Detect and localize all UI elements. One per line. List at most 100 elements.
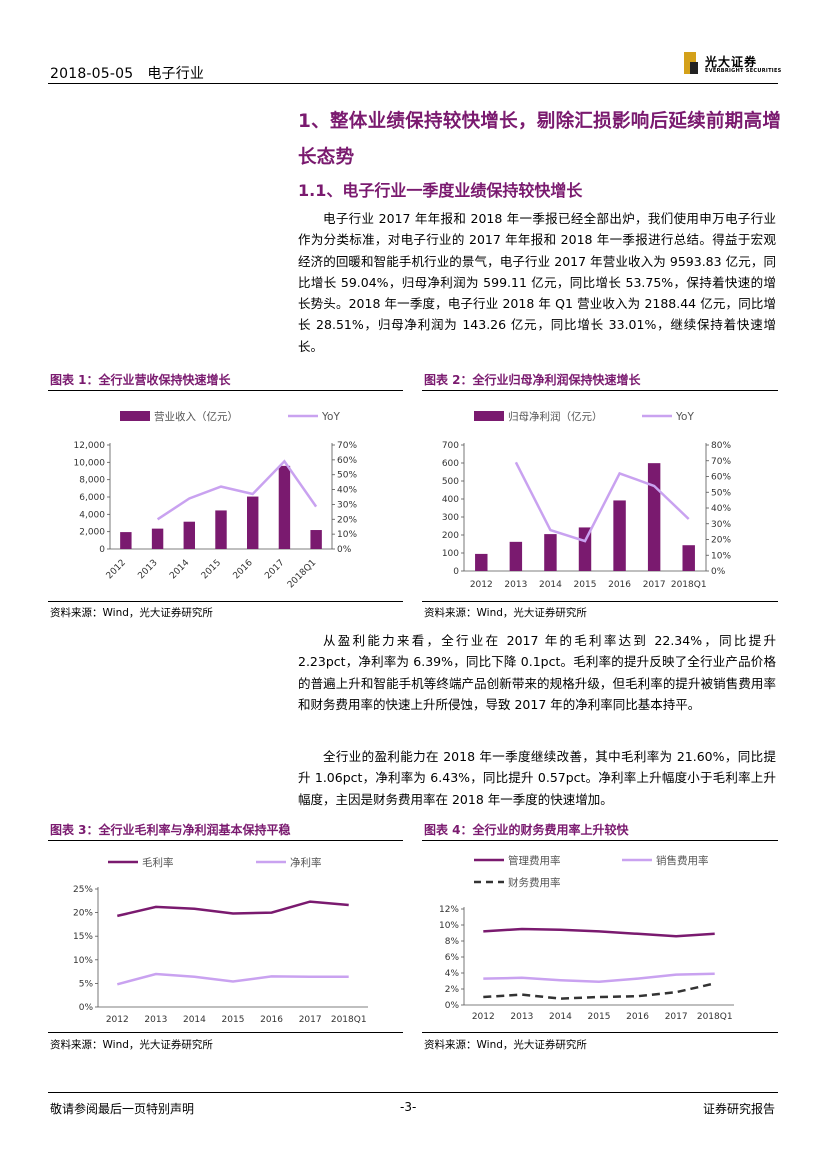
fig2-left-tick-label: 600: [442, 459, 459, 469]
figure-2-source: 资料来源：Wind，光大证券研究所: [424, 607, 587, 619]
fig1-right-tick-label: 0%: [337, 545, 352, 555]
fig2-left-tick-label: 0: [453, 567, 459, 577]
fig2-category-label: 2014: [539, 580, 562, 590]
figure-3-source: 资料来源：Wind，光大证券研究所: [50, 1039, 213, 1051]
fig2-bar: [682, 545, 695, 571]
fig1-series-line: [156, 459, 318, 521]
fig2-left-tick-label: 500: [442, 477, 459, 487]
paragraph-3: 全行业的盈利能力在 2018 年一季度继续改善，其中毛利率为 21.60%，同比…: [298, 746, 776, 810]
fig2-bar: [613, 500, 626, 571]
fig4-legend-label: 管理费用率: [508, 854, 561, 867]
fig1-legend-label: YoY: [321, 411, 340, 423]
fig1-category-label: 2012: [105, 558, 128, 581]
figure-4-title: 图表 4：全行业的财务费用率上升较快: [424, 823, 629, 837]
fig1-category-label: 2015: [200, 558, 223, 581]
figure-2-chart: 0 100 200 300 400 500 600 700 0% 10% 20% 30% 40% 50% 6…: [442, 410, 732, 590]
fig2-bar: [578, 527, 592, 571]
fig2-category-label: 2015: [574, 580, 597, 590]
fig1-right-tick-label: 60%: [337, 456, 357, 466]
figure-1-title: 图表 1：全行业营收保持快速增长: [50, 373, 231, 387]
figure-4-title-rule: [422, 840, 778, 841]
fig2-right-tick-label: 30%: [711, 520, 731, 530]
fig4-category-label: 2013: [510, 1012, 533, 1022]
fig1-bar: [247, 496, 259, 549]
fig1-right-tick-label: 40%: [337, 486, 357, 496]
paragraph-3-text: 全行业的盈利能力在 2018 年一季度继续改善，其中毛利率为 21.60%，同比…: [298, 749, 776, 807]
fig1-bar: [215, 510, 227, 549]
footer-report-type: 证券研究报告: [703, 1102, 776, 1116]
fig3-category-label: 2016: [260, 1015, 283, 1025]
fig3-category-label: 2017: [299, 1015, 322, 1025]
fig2-legend-label: YoY: [675, 411, 694, 423]
fig4-category-label: 2012: [472, 1012, 495, 1022]
fig4-category-label: 2016: [626, 1012, 649, 1022]
fig3-left-tick-label: 15%: [73, 932, 93, 942]
fig4-left-tick-label: 8%: [445, 937, 460, 947]
figure-4-chart: 0% 2% 4% 6% 8% 10% 12% 2012 2013 2014 2015 2016 2017…: [439, 854, 734, 1022]
fig1-legend-swatch: [120, 411, 150, 421]
figure-1-bottom-rule: [48, 601, 403, 602]
fig1-right-tick-label: 50%: [337, 471, 357, 481]
paragraph-2: 从盈利能力来看，全行业在 2017 年的毛利率达到 22.34%，同比提升 2.…: [298, 630, 776, 715]
fig4-category-label: 2015: [588, 1012, 611, 1022]
fig1-bar: [310, 530, 322, 549]
fig3-left-tick-label: 20%: [73, 909, 93, 919]
report-date: 2018-05-05: [50, 66, 134, 82]
fig1-left-tick-label: 10,000: [74, 458, 106, 468]
logo-mark-shadow: [690, 62, 698, 74]
fig1-bar: [278, 465, 291, 549]
figure-2-title-rule: [422, 390, 778, 391]
fig1-left-tick-label: 12,000: [74, 441, 106, 451]
section-heading: 1、整体业绩保持较快增长，剔除汇损影响后延续前期高增长态势: [298, 111, 782, 168]
logo-text-cn: 光大证券: [705, 55, 758, 69]
fig2-right-tick-label: 10%: [711, 551, 731, 561]
fig1-category-label: 2014: [168, 558, 191, 581]
fig2-category-label: 2012: [470, 580, 493, 590]
fig2-right-tick-label: 40%: [711, 504, 731, 514]
figure-4-source: 资料来源：Wind，光大证券研究所: [424, 1039, 587, 1051]
fig2-right-tick-label: 70%: [711, 457, 731, 467]
fig4-left-tick-label: 2%: [445, 985, 460, 995]
fig3-legend-label: 净利率: [290, 856, 322, 869]
logo-text-en: EVERBRIGHT SECURITIES: [705, 68, 782, 74]
fig1-bar: [120, 532, 132, 549]
fig1-left-tick-label: 6,000: [79, 493, 105, 503]
fig4-left-tick-label: 12%: [439, 905, 459, 915]
fig1-right-tick-label: 30%: [337, 500, 357, 510]
fig3-series-line: [117, 900, 349, 918]
fig1-right-tick-label: 20%: [337, 515, 357, 525]
figure-3-title: 图表 3：全行业毛利率与净利润基本保持平稳: [50, 823, 291, 837]
fig1-bar: [183, 521, 195, 549]
figure-1-source: 资料来源：Wind，光大证券研究所: [50, 607, 213, 619]
fig3-category-label: 2014: [183, 1015, 206, 1025]
figure-3-chart: 0% 5% 10% 15% 20% 25% 2012 2013 2014 2015 2016 2017…: [73, 856, 368, 1025]
fig2-bar: [509, 541, 523, 571]
footer-disclaimer: 敬请参阅最后一页特别声明: [50, 1102, 195, 1116]
figure-3-title-rule: [48, 840, 403, 841]
fig4-left-tick-label: 4%: [445, 969, 460, 979]
fig4-series-line: [483, 972, 715, 984]
fig1-legend-label: 营业收入（亿元）: [154, 410, 238, 423]
fig4-left-tick-label: 10%: [439, 921, 459, 931]
header-divider: [48, 83, 778, 84]
fig3-category-label: 2015: [222, 1015, 245, 1025]
fig2-category-label: 2018Q1: [671, 580, 707, 590]
fig2-legend-swatch: [474, 411, 504, 421]
fig4-category-label: 2014: [549, 1012, 572, 1022]
fig4-left-tick-label: 0%: [445, 1001, 460, 1011]
footer-page-number: -3-: [400, 1100, 417, 1114]
fig2-category-label: 2016: [608, 580, 631, 590]
fig2-series-line: [514, 461, 690, 543]
fig3-left-tick-label: 0%: [79, 1003, 94, 1013]
fig2-bar: [544, 534, 557, 571]
fig1-left-tick-label: 4,000: [79, 510, 105, 520]
figure-2-bottom-rule: [422, 601, 778, 602]
fig1-category-label: 2013: [136, 558, 159, 581]
fig2-legend-label: 归母净利润（亿元）: [508, 410, 603, 423]
fig2-right-tick-label: 0%: [711, 567, 726, 577]
fig2-right-tick-label: 80%: [711, 441, 731, 451]
report-date-industry: 2018-05-05 电子行业: [50, 63, 204, 83]
fig3-series-line: [116, 972, 349, 986]
fig1-left-tick-label: 2,000: [79, 528, 105, 538]
fig2-bar: [475, 553, 488, 571]
